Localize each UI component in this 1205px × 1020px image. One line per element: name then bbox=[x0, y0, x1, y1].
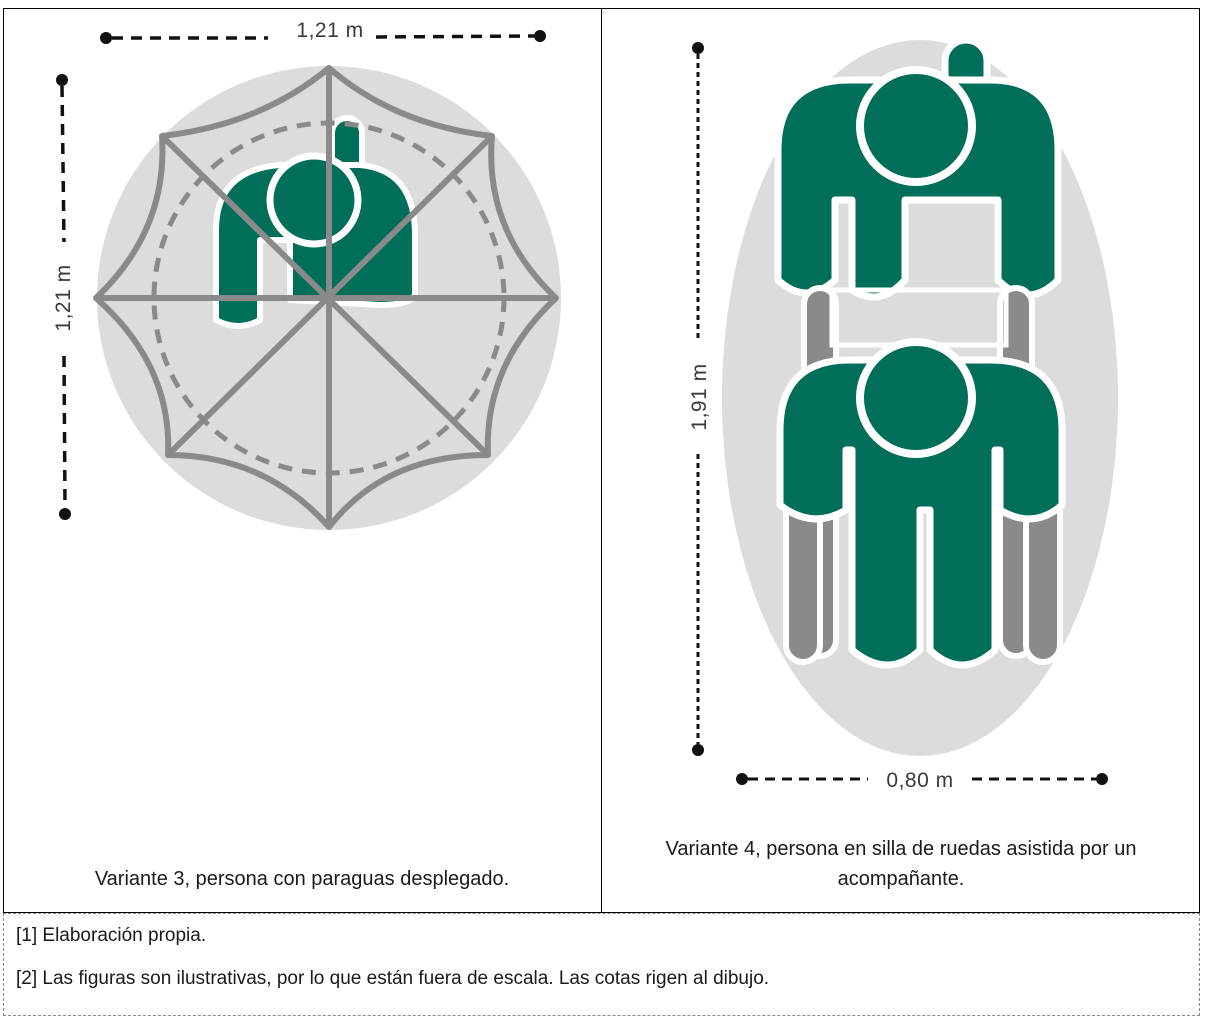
note-2: [2] Las figuras son ilustrativas, por lo… bbox=[16, 968, 770, 989]
variant-3-drawing: 1,21 m 1,21 m bbox=[52, 19, 561, 530]
cell-divider bbox=[601, 8, 602, 913]
variant-4-cell: 1,91 m 0,80 m Variante 4, persona en sil… bbox=[602, 8, 1200, 913]
dimension-label-vertical: 1,91 m bbox=[688, 363, 711, 430]
dimension-vertical: 1,21 m bbox=[52, 74, 75, 520]
seated-person-top-view-icon bbox=[776, 338, 1066, 669]
variant-4-caption: Variante 4, persona en silla de ruedas a… bbox=[665, 838, 1137, 890]
note-1: [1] Elaboración propia. bbox=[16, 925, 207, 946]
dimension-horizontal: 1,21 m bbox=[100, 19, 546, 44]
companion-person-top-view-icon bbox=[774, 36, 1062, 301]
variant-4-drawing: 1,91 m 0,80 m bbox=[688, 36, 1118, 792]
umbrella-top-view-icon bbox=[93, 65, 559, 530]
dimension-horizontal: 0,80 m bbox=[736, 769, 1108, 792]
notes-box: [1] Elaboración propia. [2] Las figuras … bbox=[3, 913, 1200, 1016]
variant-3-caption: Variante 3, persona con paraguas despleg… bbox=[94, 868, 510, 890]
dimension-label-vertical: 1,21 m bbox=[52, 264, 75, 331]
variant-3-cell: 1,21 m 1,21 m Variante 3, persona con pa… bbox=[3, 8, 601, 913]
dimension-label-horizontal: 1,21 m bbox=[296, 19, 363, 42]
dimension-vertical: 1,91 m bbox=[688, 42, 711, 756]
dimension-label-horizontal: 0,80 m bbox=[886, 769, 953, 792]
